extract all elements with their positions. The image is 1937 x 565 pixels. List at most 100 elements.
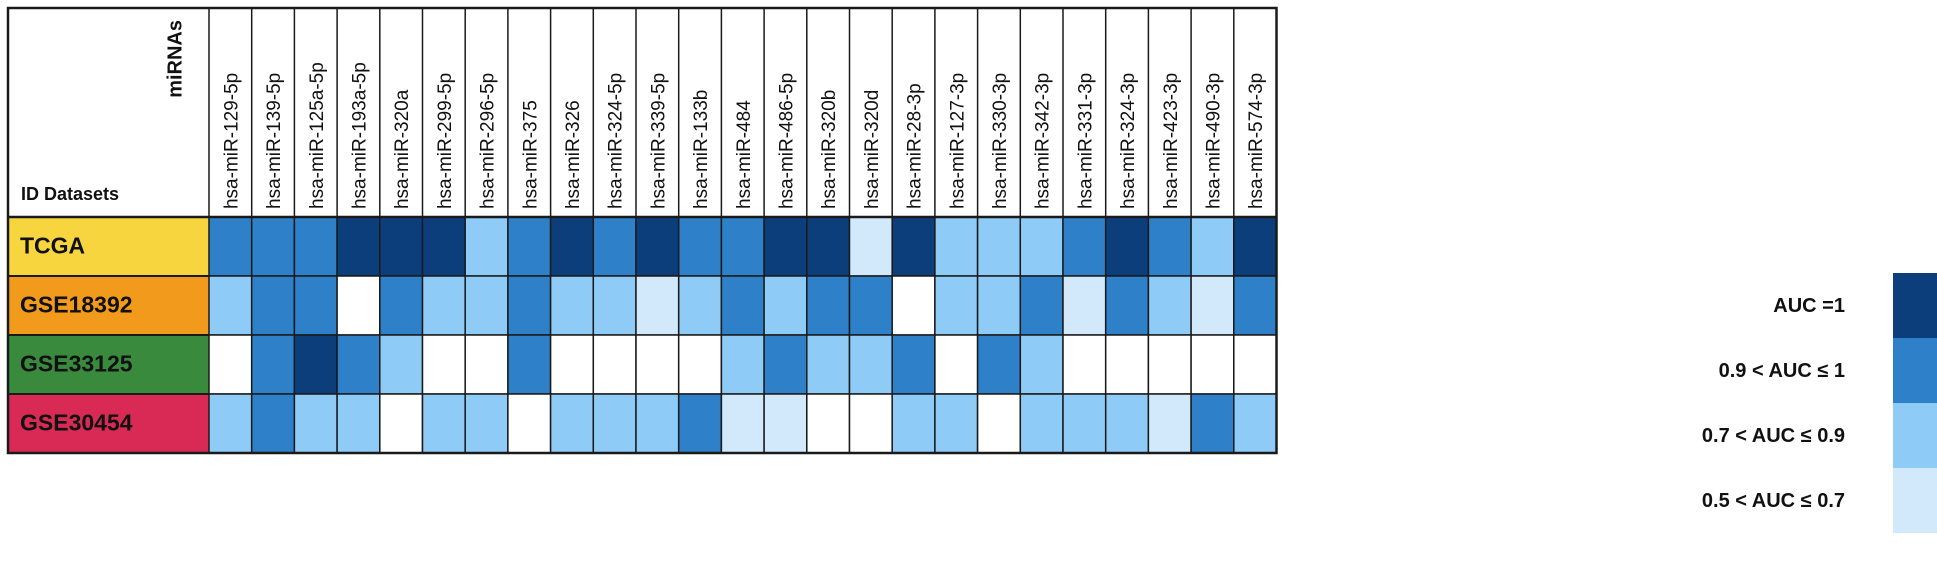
column-label: hsa-miR-139-5p	[264, 73, 285, 209]
column-label: hsa-miR-324-5p	[606, 73, 627, 209]
row-label-background	[8, 217, 209, 276]
row-label: GSE30454	[20, 410, 133, 436]
heatmap-cell	[464, 216, 509, 277]
column-label: hsa-miR-324-3p	[1118, 73, 1139, 209]
heatmap-cell	[1104, 334, 1150, 395]
heatmap-cell	[208, 275, 253, 336]
heatmap-cell	[208, 216, 253, 277]
table-border	[6, 6, 1278, 455]
heatmap-cell	[848, 334, 893, 395]
heatmap-cell	[1019, 216, 1064, 277]
heatmap-cell	[336, 275, 381, 336]
heatmap-cell	[1104, 393, 1150, 454]
heatmap-cell	[592, 393, 637, 454]
heatmap-cell	[507, 275, 552, 336]
row-label-background	[8, 335, 209, 394]
heatmap-cell	[806, 216, 851, 277]
heatmap-cell	[720, 216, 765, 277]
heatmap-cell	[806, 275, 851, 336]
heatmap-cell	[806, 393, 851, 454]
heatmap-cell	[1233, 393, 1278, 454]
legend-label: 0.5 < AUC ≤ 0.7	[1702, 490, 1845, 512]
heatmap-cell	[250, 275, 296, 336]
heatmap-cell	[549, 393, 595, 454]
header-background	[8, 8, 1277, 217]
legend-label: AUC =1	[1773, 295, 1845, 317]
column-label: hsa-miR-486-5p	[776, 73, 797, 209]
column-label: hsa-miR-320a	[392, 89, 413, 209]
heatmap-cell	[250, 393, 296, 454]
heatmap-cell	[1147, 275, 1192, 336]
column-axis-label: miRNAs	[164, 20, 186, 98]
column-label: hsa-miR-193a-5p	[349, 62, 370, 209]
legend-label: 0.7 < AUC ≤ 0.9	[1702, 425, 1845, 447]
column-label: hsa-miR-339-5p	[648, 73, 669, 209]
heatmap-cell	[848, 393, 893, 454]
heatmap-cell	[1104, 275, 1150, 336]
heatmap-cell	[549, 334, 595, 395]
heatmap-cell	[379, 393, 424, 454]
heatmap-cell	[464, 275, 509, 336]
heatmap-cell	[1062, 275, 1107, 336]
heatmap-cell	[1190, 216, 1235, 277]
heatmap-cell	[635, 334, 680, 395]
heatmap-cell	[891, 334, 936, 395]
heatmap-cell	[421, 334, 466, 395]
heatmap-cell	[677, 334, 723, 395]
heatmap-cell	[1104, 216, 1150, 277]
heatmap-cell	[1190, 275, 1235, 336]
heatmap-cell	[250, 216, 296, 277]
heatmap-cell	[1190, 334, 1235, 395]
legend-swatch	[1893, 273, 1937, 338]
heatmap-cell	[1190, 393, 1235, 454]
heatmap-cell	[720, 334, 765, 395]
heatmap-cell	[421, 393, 466, 454]
heatmap-cell	[1019, 393, 1064, 454]
column-label: hsa-miR-574-3p	[1246, 73, 1267, 209]
heatmap-cell	[1062, 216, 1107, 277]
heatmap-cell	[635, 275, 680, 336]
heatmap-cell	[293, 393, 338, 454]
column-label: hsa-miR-129-5p	[221, 73, 242, 209]
heatmap-cell	[592, 334, 637, 395]
column-label: hsa-miR-133b	[691, 90, 712, 209]
column-label: hsa-miR-320b	[819, 90, 840, 209]
heatmap-cell	[677, 216, 723, 277]
column-label: hsa-miR-28-3p	[905, 83, 926, 209]
heatmap-cell	[293, 216, 338, 277]
heatmap-cell	[934, 334, 979, 395]
legend-label: 0.9 < AUC ≤ 1	[1719, 360, 1845, 382]
column-label: hsa-miR-125a-5p	[307, 62, 328, 209]
heatmap-cell	[891, 216, 936, 277]
heatmap-cell	[934, 275, 979, 336]
heatmap-cell	[592, 216, 637, 277]
heatmap-cell	[379, 275, 424, 336]
heatmap-cell	[763, 275, 808, 336]
heatmap-cell	[1233, 334, 1278, 395]
heatmap-cell	[208, 334, 253, 395]
heatmap-cell	[421, 275, 466, 336]
heatmap-cell	[293, 275, 338, 336]
heatmap-cell	[677, 393, 723, 454]
column-label: hsa-miR-320d	[862, 90, 883, 209]
column-label: hsa-miR-490-3p	[1203, 73, 1224, 209]
heatmap-cell	[976, 334, 1022, 395]
heatmap-cell	[549, 216, 595, 277]
heatmap-cell	[934, 216, 979, 277]
heatmap-cell	[976, 275, 1022, 336]
column-label: hsa-miR-342-3p	[1033, 73, 1054, 209]
auc-heatmap: miRNAs ID Datasets hsa-miR-129-5p hsa-miR-1…	[6, 6, 1278, 455]
heatmap-cell	[336, 334, 381, 395]
row-label: TCGA	[20, 233, 85, 259]
heatmap-cell	[635, 393, 680, 454]
heatmap-cell	[1062, 393, 1107, 454]
column-label: hsa-miR-127-3p	[947, 73, 968, 209]
heatmap-cell	[293, 334, 338, 395]
heatmap-cell	[1147, 216, 1192, 277]
heatmap-cell	[1233, 216, 1278, 277]
row-label: GSE33125	[20, 351, 133, 377]
column-label: hsa-miR-331-3p	[1075, 73, 1096, 209]
column-label: hsa-miR-423-3p	[1161, 73, 1182, 209]
heatmap-cell	[208, 393, 253, 454]
heatmap-cell	[1062, 334, 1107, 395]
